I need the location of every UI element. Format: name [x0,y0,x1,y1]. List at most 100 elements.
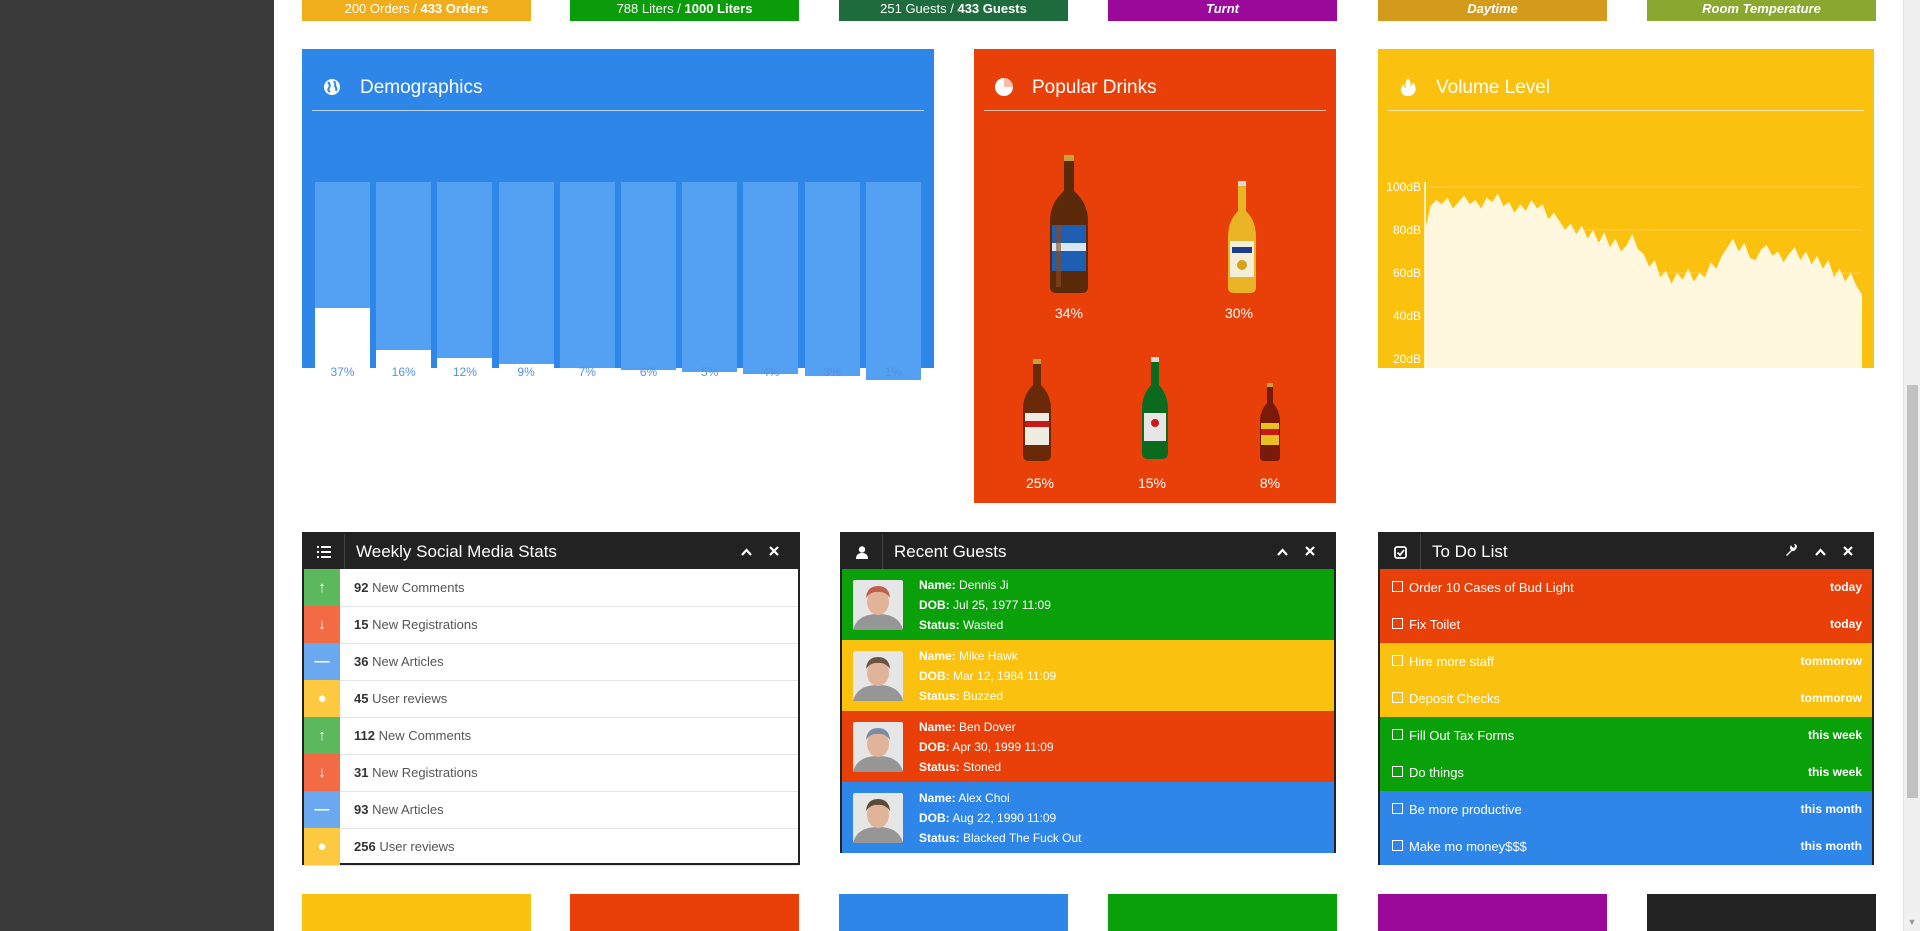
collapse-icon[interactable] [1810,534,1830,569]
comment-icon: ● [304,828,340,865]
guest-dob-label: DOB: [919,740,950,754]
social-stat-label: User reviews [372,691,448,706]
demographics-bar-track: 12% [437,182,493,382]
demographics-bar-label: 5% [701,365,719,379]
social-stat-label: New Registrations [372,617,478,632]
bud-light-bottle-icon [1050,155,1088,293]
drink-percentage-corona: 30% [1224,305,1254,321]
guest-dob-value: Aug 22, 1990 11:09 [952,811,1057,825]
social-stat-count: 36 [354,654,369,669]
volume-y-tick: 80dB [1393,223,1421,237]
todo-widget: To Do List Order 10 Cases of Bud Light to… [1378,532,1874,865]
todo-checkbox[interactable] [1392,581,1403,592]
recent-guests-header: Recent Guests [842,534,1334,569]
todo-due: this week [1807,765,1862,779]
popular-drinks-panel: Popular Drinks 34% 30% 25% 15% 8% [974,49,1336,503]
demographics-bar-label: 1% [884,365,902,379]
collapse-icon[interactable] [1272,534,1292,569]
budweiser-bottle-icon [1023,359,1051,461]
top-stat-tile: Turnt [1108,0,1337,21]
demographics-bar-label: 37% [330,365,355,379]
todo-checkbox[interactable] [1392,729,1403,740]
todo-item[interactable]: Fill Out Tax Forms this week [1380,717,1872,754]
avatar [853,722,903,772]
social-stat-row: ● 45 User reviews [304,680,798,718]
demographics-title: Demographics [360,77,483,98]
scrollbar-thumb[interactable] [1907,385,1918,798]
volume-level-title: Volume Level [1436,77,1551,98]
bottom-tile [302,894,531,931]
todo-checkbox[interactable] [1392,692,1403,703]
todo-label: Fill Out Tax Forms [1409,728,1515,743]
close-icon[interactable] [1838,534,1858,569]
guest-row[interactable]: Name: Mike Hawk DOB: Mar 12, 1984 11:09 St… [842,640,1334,711]
social-stat-row: ● 256 User reviews [304,828,798,866]
volume-level-chart: 100dB80dB60dB40dB20dB0dB [1386,180,1862,368]
social-stat-count: 256 [354,839,376,854]
check-square-icon [1380,534,1421,569]
demographics-bar-label: 4% [762,365,780,379]
close-icon[interactable] [764,534,784,569]
guest-name-label: Name: [919,791,956,805]
guest-row[interactable]: Name: Ben Dover DOB: Apr 30, 1999 11:09 St… [842,711,1334,782]
demographics-bar-label: 3% [823,365,841,379]
todo-label: Be more productive [1409,802,1522,817]
guest-name: Name: Mike Hawk [919,646,1056,666]
pie-chart-icon [994,77,1014,97]
todo-item[interactable]: Fix Toilet today [1380,606,1872,643]
scroll-down-icon[interactable]: ▼ [1907,917,1917,927]
volume-axis [1424,182,1426,368]
guest-name-label: Name: [919,649,956,663]
scrollbar[interactable]: ▼ [1903,0,1920,931]
guest-row[interactable]: Name: Alex Choi DOB: Aug 22, 1990 11:09 St… [842,782,1334,853]
todo-item[interactable]: Deposit Checks tommorow [1380,680,1872,717]
sidebar [0,0,274,931]
tile-total-value: 1000 Liters [684,1,753,16]
wrench-icon[interactable] [1782,534,1802,569]
todo-due: this week [1807,728,1862,742]
guest-row[interactable]: Name: Dennis Ji DOB: Jul 25, 1977 11:09 St… [842,569,1334,640]
social-stat-text: 15 New Registrations [354,606,478,643]
todo-item[interactable]: Do things this week [1380,754,1872,791]
todo-item[interactable]: Make mo money$$$ this month [1380,828,1872,865]
globe-icon [322,77,342,97]
guest-status-value: Wasted [963,618,1004,632]
demographics-bar-label: 9% [517,365,535,379]
todo-label: Order 10 Cases of Bud Light [1409,580,1574,595]
demographics-bar [743,374,799,382]
social-stat-text: 93 New Articles [354,791,444,828]
todo-item[interactable]: Order 10 Cases of Bud Light today [1380,569,1872,606]
todo-checkbox[interactable] [1392,766,1403,777]
todo-checkbox[interactable] [1392,655,1403,666]
social-stat-row: ↑ 92 New Comments [304,569,798,607]
guest-dob-label: DOB: [919,598,950,612]
todo-label: Do things [1409,765,1464,780]
volume-y-tick: 20dB [1393,352,1421,366]
social-stat-row: ↓ 15 New Registrations [304,606,798,644]
demographics-bar [804,376,860,382]
guest-name-value: Ben Dover [959,720,1016,734]
social-stat-text: 112 New Comments [354,717,471,754]
demographics-bar [682,372,738,382]
demographics-bar [498,364,554,382]
recent-guests-widget: Recent Guests Name: Dennis Ji DOB: Jul 25… [840,532,1336,853]
todo-due: today [1829,580,1862,594]
close-icon[interactable] [1300,534,1320,569]
collapse-icon[interactable] [736,534,756,569]
guest-dob-value: Jul 25, 1977 11:09 [953,598,1051,612]
todo-item[interactable]: Be more productive this month [1380,791,1872,828]
todo-label: Deposit Checks [1409,691,1501,706]
volume-area [1425,193,1862,368]
social-stat-row: — 93 New Articles [304,791,798,829]
todo-checkbox[interactable] [1392,803,1403,814]
avatar [853,580,903,630]
demographics-bar-track: 5% [682,182,738,382]
todo-item[interactable]: Hire more staff tommorow [1380,643,1872,680]
drink-percentage-budweiser: 25% [1025,475,1055,491]
todo-checkbox[interactable] [1392,618,1403,629]
volume-level-panel: Volume Level 100dB80dB60dB40dB20dB0dB [1378,49,1874,368]
guest-status-value: Buzzed [963,689,1004,703]
social-stat-count: 15 [354,617,369,632]
user-icon [842,534,883,569]
todo-checkbox[interactable] [1392,840,1403,851]
